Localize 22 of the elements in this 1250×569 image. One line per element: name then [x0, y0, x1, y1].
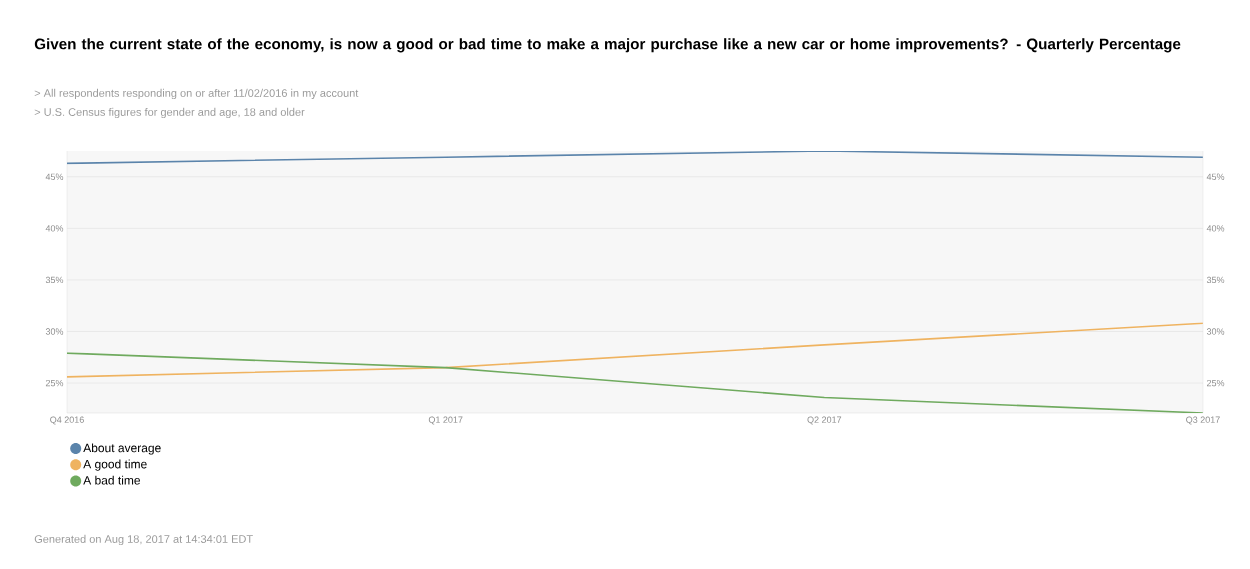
text: > U.S. Census figures for gender and age, 18 and older — [34, 107, 305, 119]
text: > All respondents responding on or after 11/02/2016 in my account — [34, 88, 359, 100]
y-tick-label: 35% — [45, 276, 64, 284]
y-tick-label: 45% — [45, 173, 64, 180]
y-tick-label: 30% — [45, 328, 64, 335]
x-tick-label: Q1 2017 — [428, 416, 463, 425]
y2-tick-label: 25% — [1206, 379, 1225, 387]
y2-tick-label: 30% — [1206, 328, 1225, 335]
legend-label: A bad time — [83, 475, 141, 485]
legend-label: A good time — [83, 459, 147, 471]
legend-label: About average — [83, 443, 161, 455]
text: Generated on Aug 18, 2017 at 14:34:01 EDT — [34, 534, 253, 546]
x-tick-label: Q4 2016 — [50, 416, 84, 425]
y-tick-label: 25% — [45, 379, 64, 387]
x-tick-label: Q2 2017 — [807, 416, 842, 425]
y2-tick-label: 40% — [1206, 225, 1225, 232]
y-tick-label: 40% — [45, 225, 64, 232]
y2-tick-label: 35% — [1206, 276, 1225, 284]
y2-tick-label: 45% — [1206, 173, 1225, 180]
x-tick-label: Q3 2017 — [1186, 416, 1220, 425]
chart-title: Given the current state of the economy, is now a good or bad time to make a major purchase like a new car or home improvements? - Quarterly Percentage — [34, 38, 1181, 53]
line-series — [67, 322, 1203, 378]
